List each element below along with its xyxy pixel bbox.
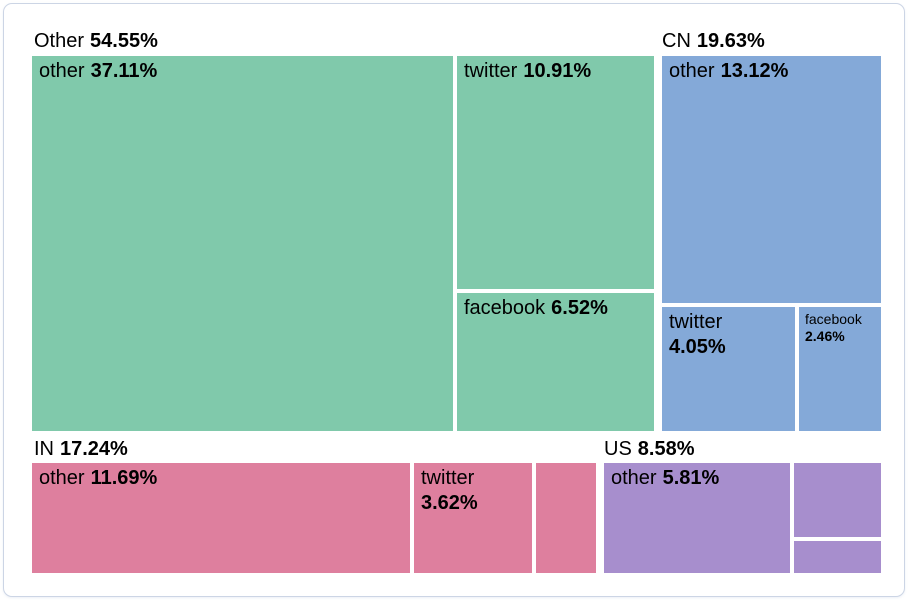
cell-value: 10.91% xyxy=(523,60,592,82)
treemap-cell-other-other[interactable]: other 37.11% xyxy=(32,56,453,431)
cell-label: twitter xyxy=(669,311,723,333)
treemap-cell-us-unlabeled-2[interactable] xyxy=(794,541,881,573)
cell-value: 2.46% xyxy=(805,328,845,344)
group-label: IN xyxy=(34,438,54,460)
group-value: 17.24% xyxy=(60,438,128,460)
cell-label: twitter xyxy=(464,60,518,82)
cell-value: 13.12% xyxy=(720,60,789,82)
chart-card: Other 54.55% CN 19.63% IN 17.24% US 8.58% ot… xyxy=(3,3,905,597)
treemap-cell-cn-twitter[interactable]: twitter 4.05% xyxy=(662,307,795,431)
group-title-us: US 8.58% xyxy=(604,437,695,461)
cell-value: 37.11% xyxy=(90,60,158,82)
treemap-cell-in-other[interactable]: other 11.69% xyxy=(32,463,410,573)
treemap-cell-in-unlabeled[interactable] xyxy=(536,463,596,573)
treemap-cell-in-twitter[interactable]: twitter 3.62% xyxy=(414,463,532,573)
cell-label: facebook xyxy=(464,297,546,319)
group-label: Other xyxy=(34,30,85,52)
cell-label: other xyxy=(39,467,85,489)
cell-label: facebook xyxy=(805,311,862,327)
group-value: 54.55% xyxy=(90,30,158,52)
cell-value: 4.05% xyxy=(669,336,726,358)
group-value: 19.63% xyxy=(696,30,765,52)
group-label: US xyxy=(604,438,632,460)
group-label: CN xyxy=(662,30,691,52)
group-title-cn: CN 19.63% xyxy=(662,29,765,53)
treemap-cell-other-twitter[interactable]: twitter 10.91% xyxy=(457,56,654,289)
treemap-cell-us-unlabeled-1[interactable] xyxy=(794,463,881,537)
group-title-other: Other 54.55% xyxy=(34,29,158,53)
cell-value: 6.52% xyxy=(551,297,608,319)
cell-label: twitter xyxy=(421,467,475,489)
cell-value: 3.62% xyxy=(421,492,478,514)
treemap-cell-cn-facebook[interactable]: facebook 2.46% xyxy=(799,307,881,431)
cell-label: other xyxy=(39,60,85,82)
cell-value: 5.81% xyxy=(662,467,720,489)
cell-value: 11.69% xyxy=(90,467,158,489)
treemap-cell-us-other[interactable]: other 5.81% xyxy=(604,463,790,573)
treemap-cell-cn-other[interactable]: other 13.12% xyxy=(662,56,881,303)
treemap-cell-other-facebook[interactable]: facebook 6.52% xyxy=(457,293,654,431)
group-title-in: IN 17.24% xyxy=(34,437,128,461)
group-value: 8.58% xyxy=(637,438,695,460)
cell-label: other xyxy=(669,60,715,82)
cell-label: other xyxy=(611,467,657,489)
